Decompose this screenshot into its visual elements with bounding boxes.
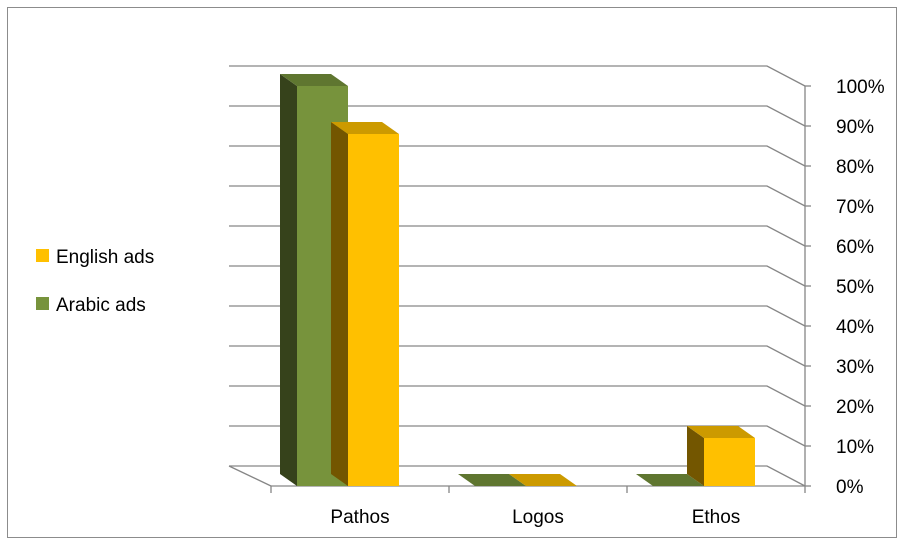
- gridline: [229, 265, 806, 287]
- y-tick-label: 10%: [836, 437, 874, 458]
- gridline: [229, 305, 806, 327]
- legend-label: English ads: [56, 247, 154, 268]
- floor-edge: [228, 465, 272, 487]
- bar-side: [331, 122, 348, 486]
- bar-top: [636, 474, 704, 486]
- bar-top: [509, 474, 577, 486]
- gridline: [229, 465, 806, 487]
- gridline: [229, 145, 806, 167]
- y-tick-label: 80%: [836, 157, 874, 178]
- gridline: [229, 65, 806, 87]
- y-tick-label: 100%: [836, 77, 885, 98]
- bar-side: [280, 74, 297, 486]
- bar-top: [331, 122, 399, 134]
- bar-top: [687, 426, 755, 438]
- gridline: [229, 225, 806, 247]
- gridline: [229, 105, 806, 127]
- x-tick-label: Logos: [512, 507, 564, 528]
- legend-swatch: [36, 297, 49, 310]
- bar: [348, 134, 399, 486]
- y-tick-label: 70%: [836, 197, 874, 218]
- y-tick-label: 50%: [836, 277, 874, 298]
- y-tick-label: 0%: [836, 477, 864, 498]
- y-tick-label: 60%: [836, 237, 874, 258]
- bar-top: [280, 74, 348, 86]
- bar-side: [687, 426, 704, 486]
- gridline: [229, 385, 806, 407]
- gridline: [229, 185, 806, 207]
- x-tick-label: Pathos: [330, 507, 389, 528]
- y-tick-label: 20%: [836, 397, 874, 418]
- x-tick-label: Ethos: [692, 507, 741, 528]
- bar-top: [458, 474, 526, 486]
- legend-label: Arabic ads: [56, 295, 146, 316]
- y-tick-label: 90%: [836, 117, 874, 138]
- legend-swatch: [36, 249, 49, 262]
- gridline: [229, 425, 806, 447]
- bar: [704, 438, 755, 486]
- gridline: [229, 345, 806, 367]
- y-tick-label: 30%: [836, 357, 874, 378]
- y-tick-label: 40%: [836, 317, 874, 338]
